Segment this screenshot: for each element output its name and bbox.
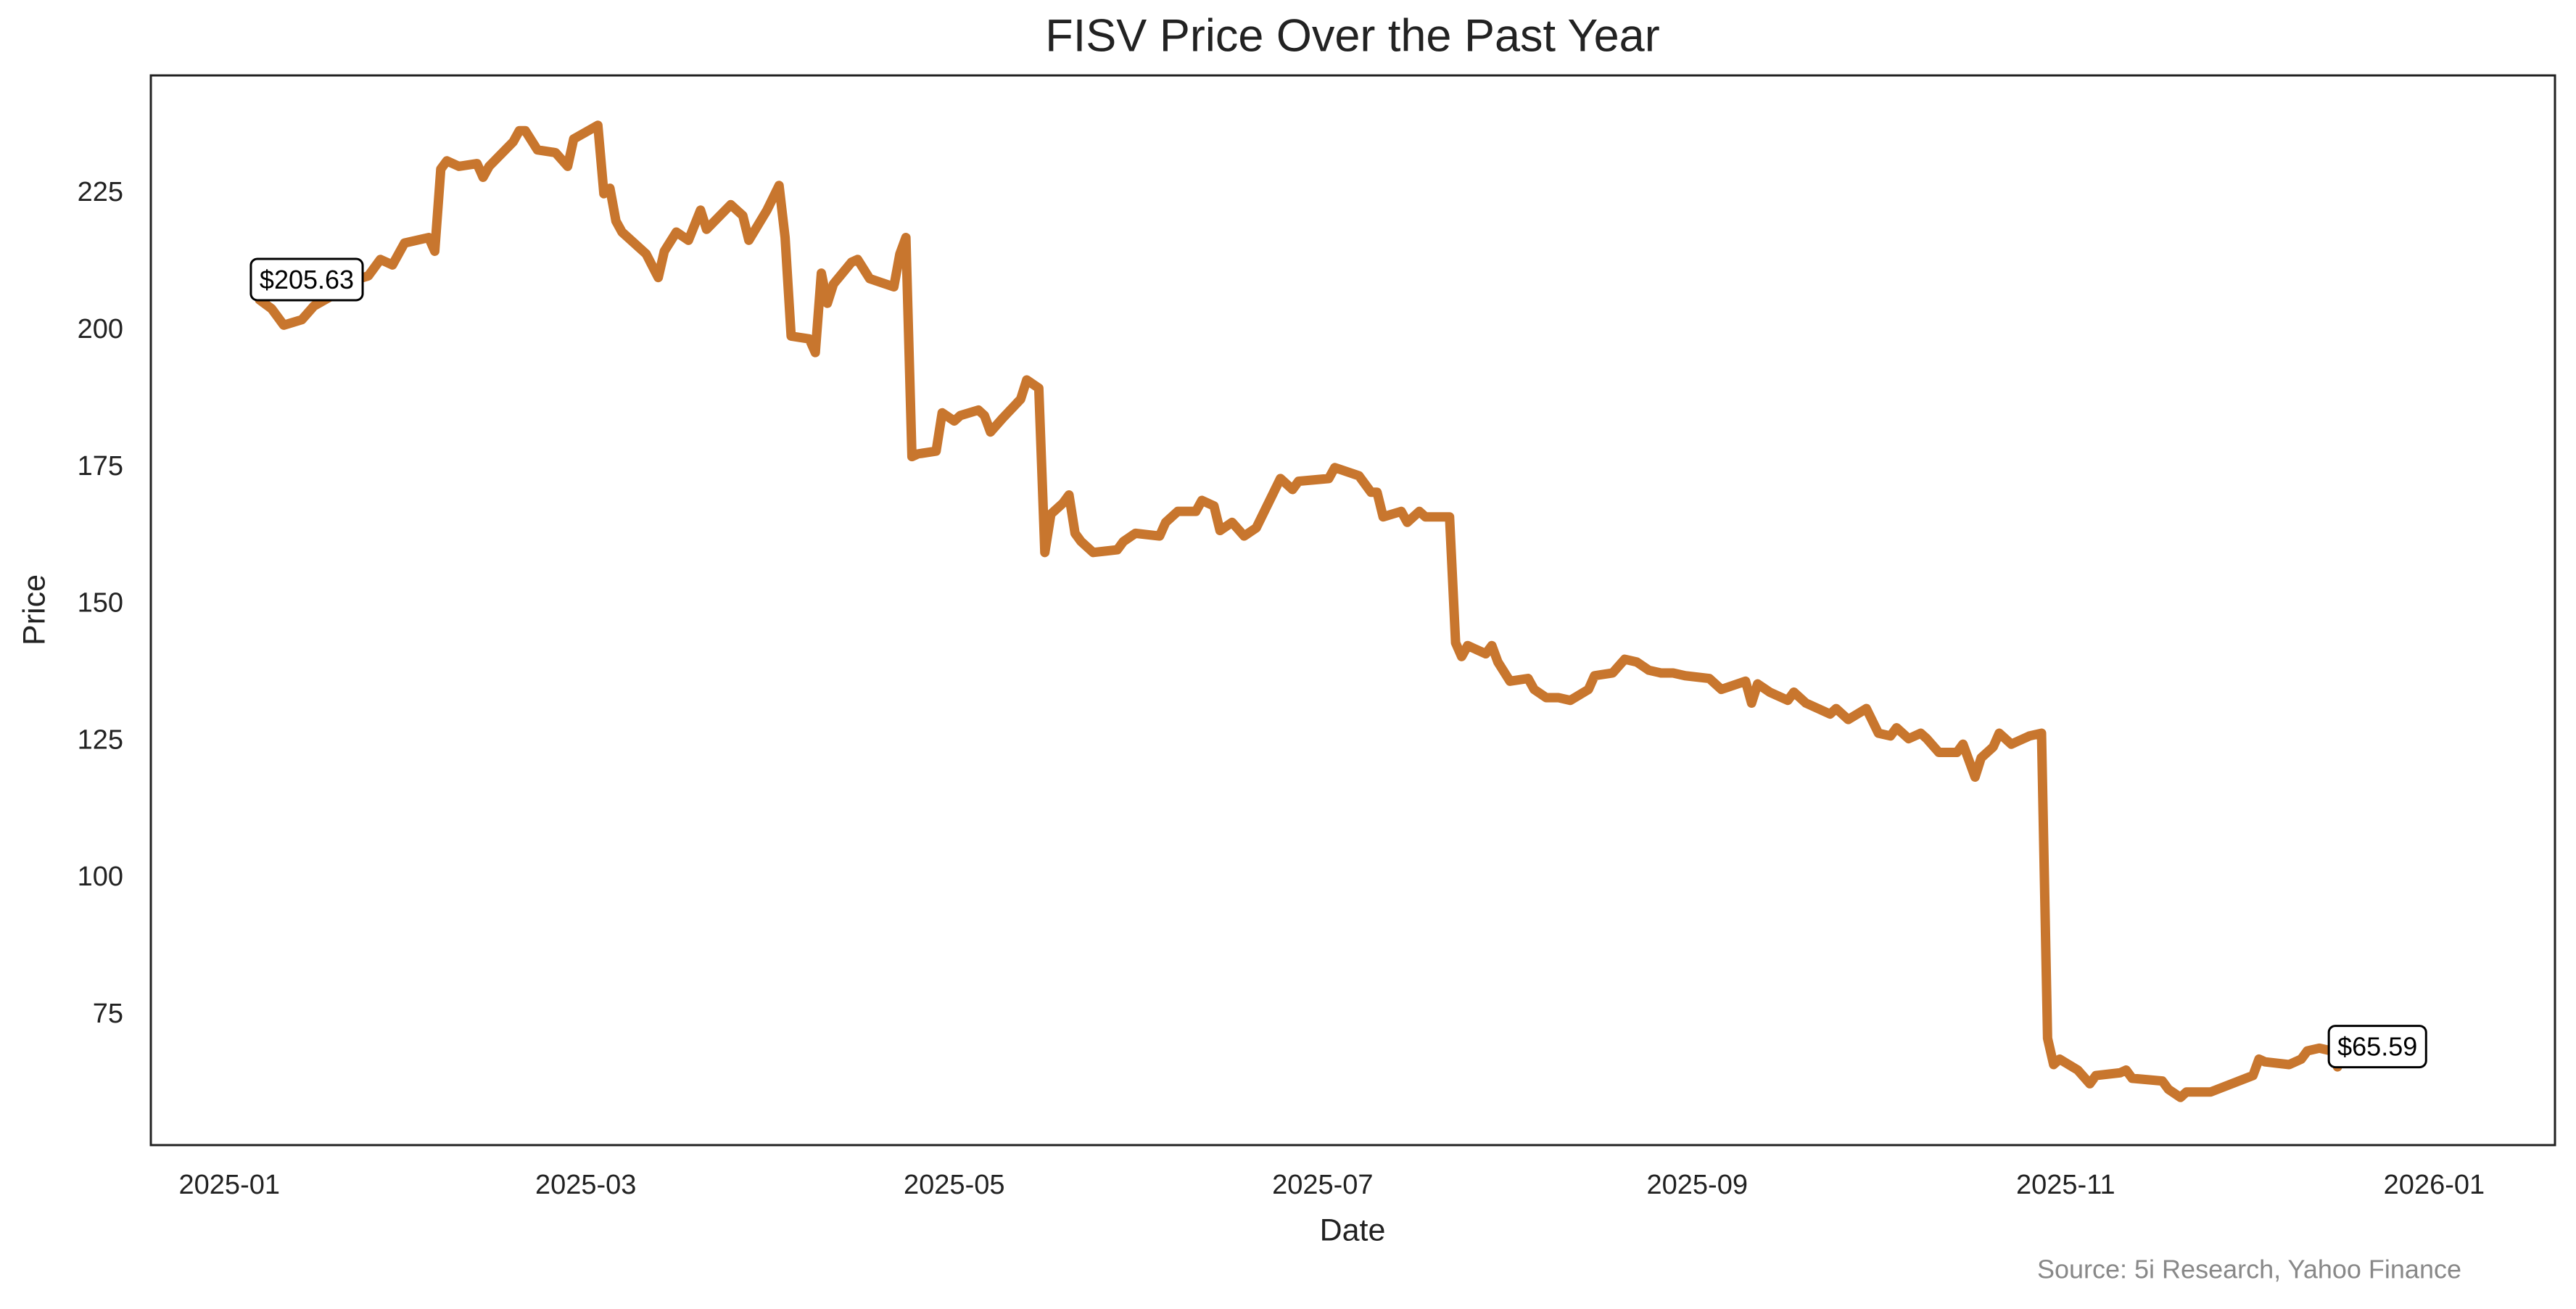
value-label: $65.59 <box>2327 1025 2427 1069</box>
y-tick-label: 175 <box>78 451 123 482</box>
plot-frame <box>149 74 2556 1147</box>
x-tick-label: 2025-07 <box>1272 1170 1373 1200</box>
x-tick-label: 2025-01 <box>179 1170 280 1200</box>
x-tick-label: 2025-03 <box>535 1170 636 1200</box>
y-tick-label: 200 <box>78 314 123 344</box>
x-axis-label: Date <box>1320 1213 1386 1247</box>
value-label-text: $65.59 <box>2337 1032 2417 1062</box>
x-tick-label: 2026-01 <box>2384 1170 2485 1200</box>
value-label-text: $205.63 <box>260 265 354 294</box>
y-tick-label: 150 <box>78 588 123 619</box>
y-tick-label: 100 <box>78 862 123 892</box>
y-axis-label: Price <box>17 574 51 645</box>
x-tick-label: 2025-11 <box>2016 1170 2115 1200</box>
y-tick-label: 125 <box>78 724 123 755</box>
x-tick-label: 2025-05 <box>904 1170 1004 1200</box>
value-label-box <box>2327 1025 2427 1069</box>
x-tick-label: 2025-09 <box>1647 1170 1748 1200</box>
y-tick-label: 75 <box>93 999 123 1029</box>
source-note: Source: 5i Research, Yahoo Finance <box>2037 1255 2461 1284</box>
price-line <box>255 120 2342 1102</box>
chart-title: FISV Price Over the Past Year <box>1045 11 1659 62</box>
value-label-box <box>249 257 364 302</box>
value-label: $205.63 <box>249 257 364 302</box>
y-tick-label: 225 <box>78 177 123 207</box>
